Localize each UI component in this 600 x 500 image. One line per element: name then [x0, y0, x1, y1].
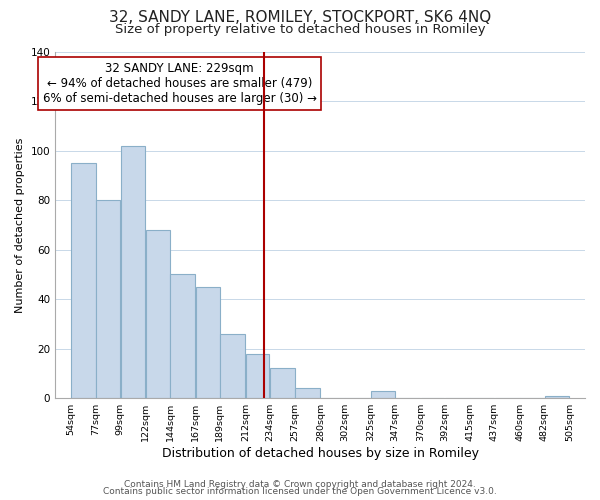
Bar	[170, 274, 195, 398]
Bar	[295, 388, 320, 398]
Bar	[71, 163, 95, 398]
Bar	[220, 334, 245, 398]
Text: 32, SANDY LANE, ROMILEY, STOCKPORT, SK6 4NQ: 32, SANDY LANE, ROMILEY, STOCKPORT, SK6 …	[109, 10, 491, 25]
Text: Size of property relative to detached houses in Romiley: Size of property relative to detached ho…	[115, 22, 485, 36]
Bar	[245, 354, 269, 398]
Bar	[270, 368, 295, 398]
Bar	[196, 287, 220, 398]
Text: 32 SANDY LANE: 229sqm
← 94% of detached houses are smaller (479)
6% of semi-deta: 32 SANDY LANE: 229sqm ← 94% of detached …	[43, 62, 317, 105]
Bar	[545, 396, 569, 398]
X-axis label: Distribution of detached houses by size in Romiley: Distribution of detached houses by size …	[161, 447, 479, 460]
Y-axis label: Number of detached properties: Number of detached properties	[15, 137, 25, 312]
Bar	[371, 391, 395, 398]
Bar	[121, 146, 145, 398]
Bar	[146, 230, 170, 398]
Text: Contains public sector information licensed under the Open Government Licence v3: Contains public sector information licen…	[103, 488, 497, 496]
Bar	[96, 200, 120, 398]
Text: Contains HM Land Registry data © Crown copyright and database right 2024.: Contains HM Land Registry data © Crown c…	[124, 480, 476, 489]
